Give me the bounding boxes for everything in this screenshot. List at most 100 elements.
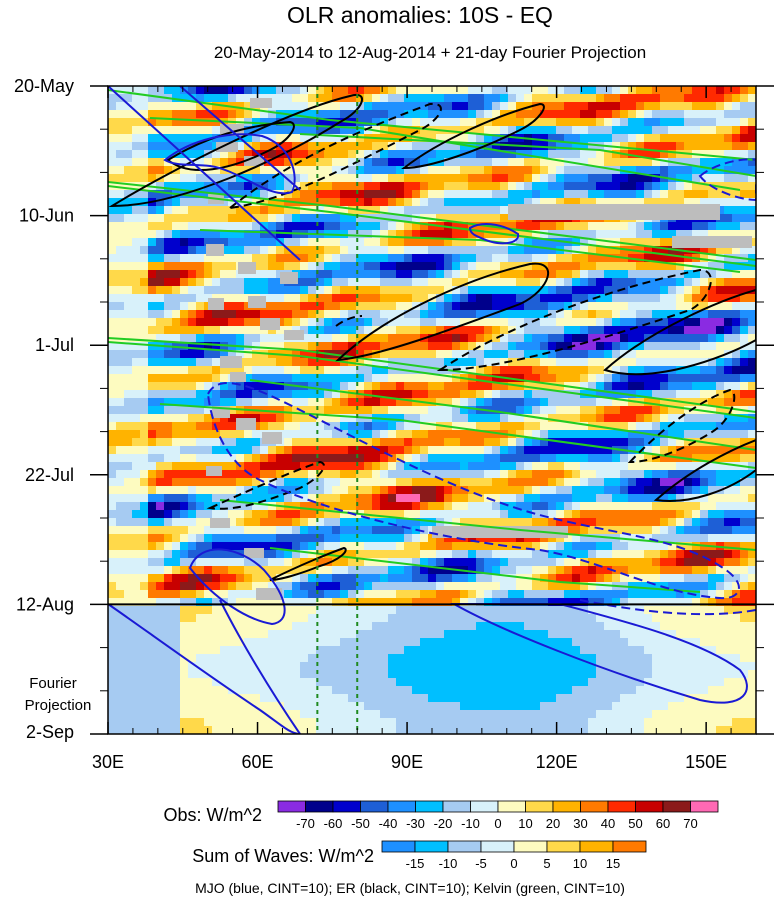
heatmap-cell (300, 430, 308, 438)
heatmap-cell (452, 254, 460, 262)
heatmap-cell (620, 110, 628, 118)
heatmap-cell (588, 182, 596, 190)
heatmap-cell (260, 198, 268, 206)
heatmap-cell (684, 550, 692, 558)
heatmap-cell (652, 326, 660, 334)
heatmap-cell (508, 246, 516, 254)
heatmap-cell (492, 302, 500, 310)
heatmap-cell (300, 126, 308, 134)
heatmap-cell (556, 110, 564, 118)
heatmap-cell (204, 534, 212, 542)
heatmap-cell (628, 414, 636, 422)
heatmap-cell (228, 486, 236, 494)
heatmap-cell (524, 350, 532, 358)
heatmap-cell (428, 478, 436, 486)
heatmap-cell (388, 126, 396, 134)
heatmap-cell (540, 326, 548, 334)
heatmap-cell (668, 510, 676, 518)
heatmap-cell (372, 238, 380, 246)
heatmap-cell (508, 414, 516, 422)
heatmap-cell (252, 182, 260, 190)
heatmap-cell (620, 494, 628, 502)
heatmap-cell (500, 366, 508, 374)
heatmap-cell (116, 478, 124, 486)
heatmap-cell (220, 350, 228, 358)
heatmap-cell (636, 150, 644, 158)
heatmap-cell (180, 230, 188, 238)
heatmap-cell (340, 150, 348, 158)
heatmap-cell (660, 350, 668, 358)
heatmap-cell (228, 462, 236, 470)
heatmap-cell (652, 246, 660, 254)
heatmap-cell (380, 190, 388, 198)
heatmap-cell (716, 262, 724, 270)
heatmap-cell (476, 374, 484, 382)
heatmap-cell (388, 262, 396, 270)
heatmap-cell (444, 558, 452, 566)
heatmap-cell (692, 326, 700, 334)
heatmap-cell (164, 486, 172, 494)
heatmap-cell (532, 430, 540, 438)
heatmap-cell (204, 398, 212, 406)
heatmap-cell (444, 270, 452, 278)
heatmap-cell (732, 494, 740, 502)
heatmap-cell (692, 422, 700, 430)
heatmap-cell (348, 310, 356, 318)
heatmap-cell (412, 382, 420, 390)
heatmap-cell (596, 198, 604, 206)
heatmap-cell (276, 534, 284, 542)
heatmap-cell (324, 438, 332, 446)
heatmap-cell (260, 470, 268, 478)
heatmap-cell (124, 422, 132, 430)
heatmap-cell (644, 526, 652, 534)
heatmap-cell (484, 174, 492, 182)
heatmap-cell (564, 558, 572, 566)
heatmap-cell (124, 326, 132, 334)
heatmap-cell (564, 342, 572, 350)
heatmap-cell (620, 542, 628, 550)
heatmap-cell (284, 222, 292, 230)
heatmap-cell (460, 238, 468, 246)
heatmap-cell (268, 134, 276, 142)
heatmap-cell (500, 502, 508, 510)
heatmap-cell (500, 166, 508, 174)
heatmap-cell (380, 334, 388, 342)
heatmap-cell (332, 342, 340, 350)
heatmap-cell (180, 270, 188, 278)
heatmap-cell (364, 518, 372, 526)
heatmap-cell (460, 254, 468, 262)
heatmap-cell (492, 222, 500, 230)
heatmap-cell (508, 350, 516, 358)
heatmap-cell (604, 566, 612, 574)
heatmap-cell (748, 126, 756, 134)
heatmap-cell (156, 422, 164, 430)
heatmap-cell (132, 110, 140, 118)
heatmap-cell (164, 278, 172, 286)
heatmap-cell (572, 270, 580, 278)
heatmap-cell (148, 518, 156, 526)
heatmap-cell (324, 278, 332, 286)
heatmap-cell (420, 278, 428, 286)
heatmap-cell (316, 574, 324, 582)
heatmap-cell (500, 286, 508, 294)
heatmap-cell (556, 270, 564, 278)
heatmap-cell (308, 286, 316, 294)
heatmap-cell (348, 286, 356, 294)
heatmap-cell (332, 438, 340, 446)
heatmap-cell (140, 206, 148, 214)
heatmap-cell (476, 366, 484, 374)
heatmap-cell (740, 398, 748, 406)
heatmap-cell (588, 438, 596, 446)
heatmap-cell (340, 422, 348, 430)
heatmap-cell (572, 318, 580, 326)
heatmap-cell (292, 94, 300, 102)
heatmap-cell (636, 294, 644, 302)
heatmap-cell (388, 246, 396, 254)
heatmap-cell (452, 342, 460, 350)
heatmap-cell (188, 510, 196, 518)
heatmap-cell (196, 238, 204, 246)
heatmap-cell (484, 262, 492, 270)
heatmap-cell (140, 230, 148, 238)
heatmap-cell (684, 102, 692, 110)
heatmap-cell (516, 318, 524, 326)
